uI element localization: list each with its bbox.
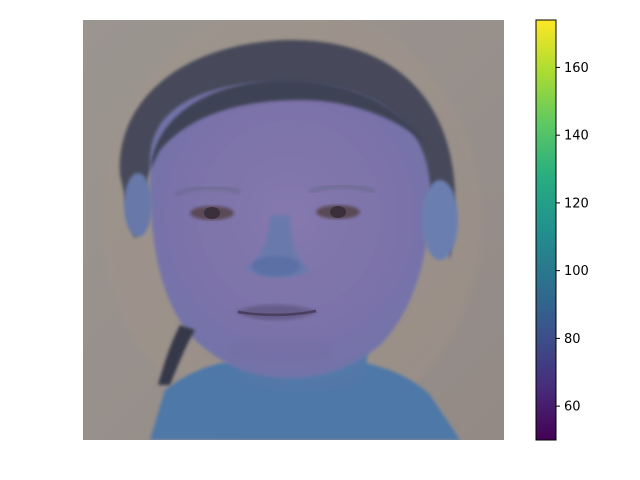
colorbar-gradient — [535, 19, 557, 441]
colorbar-tick-label: 160 — [564, 61, 589, 76]
face-image — [83, 20, 504, 440]
colorbar-tick-label: 60 — [564, 400, 581, 415]
colorbar-tick-label: 120 — [564, 196, 589, 211]
colorbar-tick-label: 140 — [564, 129, 589, 144]
colorbar: 60 80 100 120 140 160 — [535, 19, 589, 441]
colorbar-ticks: 60 80 100 120 140 160 — [556, 61, 589, 415]
colorbar-tick-label: 80 — [564, 332, 581, 347]
colorbar-tick-label: 100 — [564, 264, 589, 279]
